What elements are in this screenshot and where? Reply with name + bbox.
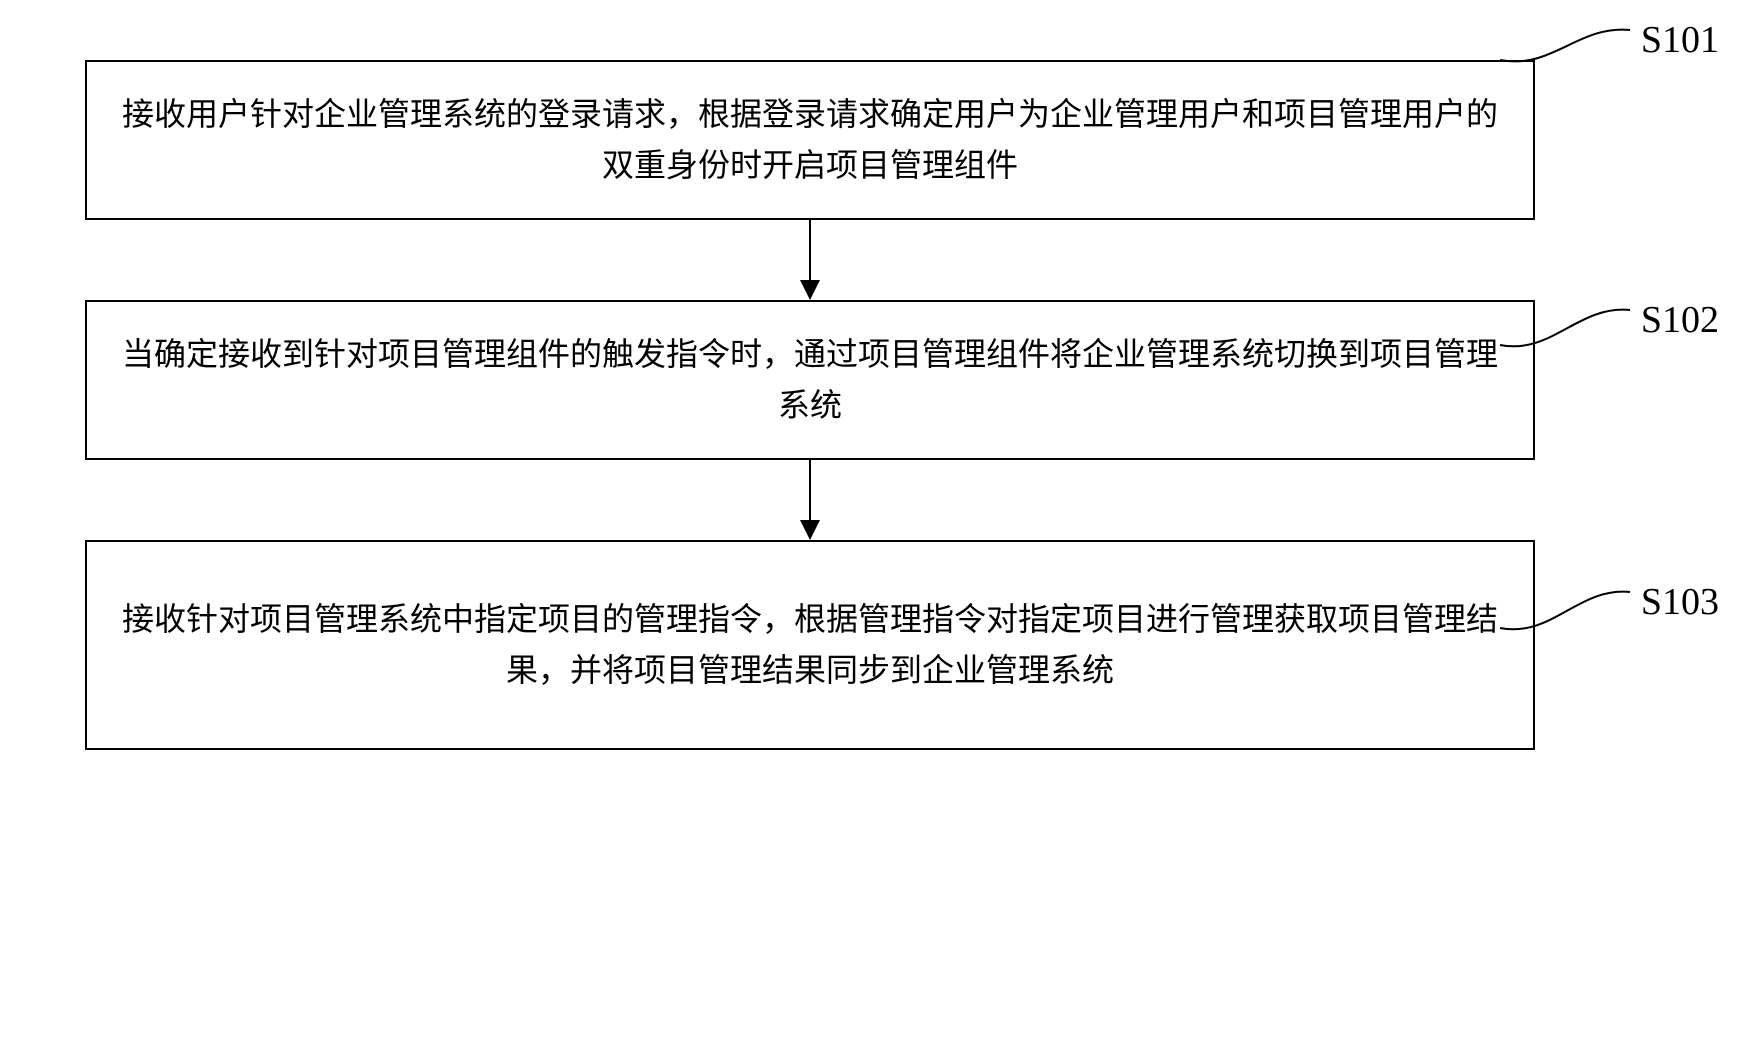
flowchart-container: 接收用户针对企业管理系统的登录请求，根据登录请求确定用户为企业管理用户和项目管理… <box>50 60 1570 750</box>
flowchart-step-box: 接收针对项目管理系统中指定项目的管理指令，根据管理指令对指定项目进行管理获取项目… <box>85 540 1535 750</box>
flowchart-arrow <box>50 220 1570 300</box>
arrow-head-icon <box>800 280 820 300</box>
step-label: S101 <box>1641 18 1719 62</box>
step-text: 当确定接收到针对项目管理组件的触发指令时，通过项目管理组件将企业管理系统切换到项… <box>117 329 1503 431</box>
arrow-line <box>809 460 811 520</box>
step-label: S102 <box>1641 298 1719 342</box>
step-label: S103 <box>1641 580 1719 624</box>
flowchart-step-box: 当确定接收到针对项目管理组件的触发指令时，通过项目管理组件将企业管理系统切换到项… <box>85 300 1535 460</box>
arrow-head-icon <box>800 520 820 540</box>
step-label-text: S103 <box>1641 581 1719 623</box>
arrow-line <box>809 220 811 280</box>
flowchart-step-box: 接收用户针对企业管理系统的登录请求，根据登录请求确定用户为企业管理用户和项目管理… <box>85 60 1535 220</box>
step-text: 接收针对项目管理系统中指定项目的管理指令，根据管理指令对指定项目进行管理获取项目… <box>117 594 1503 696</box>
flowchart-arrow <box>50 460 1570 540</box>
step-label-text: S102 <box>1641 299 1719 341</box>
step-label-text: S101 <box>1641 19 1719 61</box>
step-text: 接收用户针对企业管理系统的登录请求，根据登录请求确定用户为企业管理用户和项目管理… <box>117 89 1503 191</box>
